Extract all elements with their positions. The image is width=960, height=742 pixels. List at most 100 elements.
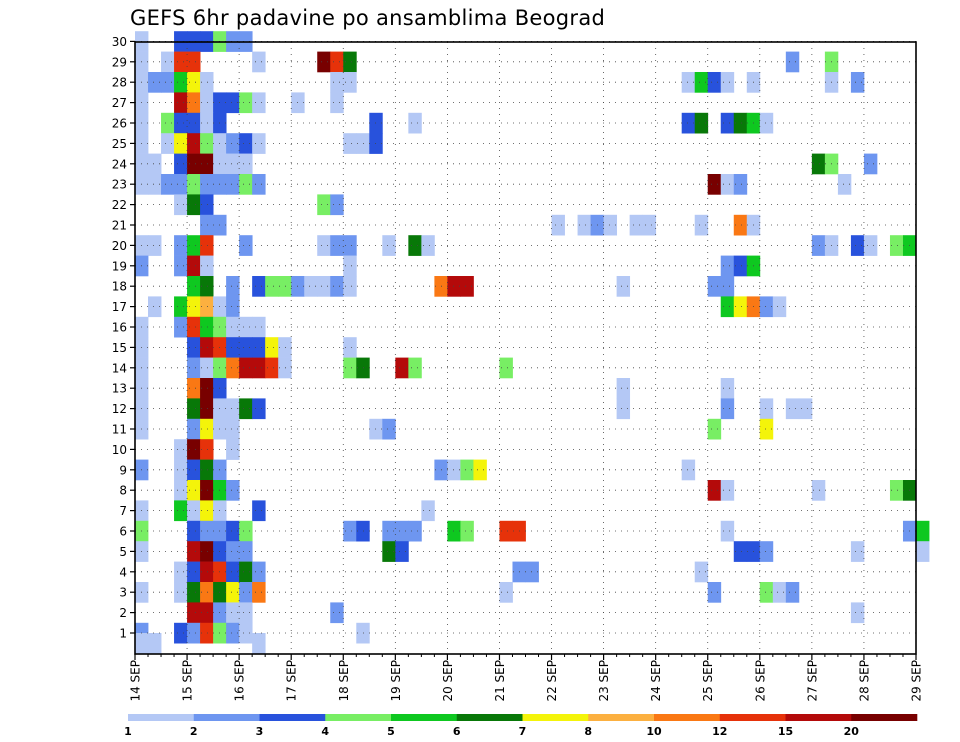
heatmap-cell [330, 602, 344, 624]
heatmap-cell [174, 194, 188, 216]
heatmap-cell [200, 520, 214, 542]
heatmap-cell [499, 582, 513, 603]
heatmap-cell [317, 235, 331, 256]
heatmap-cell [408, 357, 422, 379]
y-tick-label: 2 [119, 606, 127, 620]
colorbar-label: 3 [256, 725, 264, 738]
colorbar-label: 12 [712, 725, 727, 738]
heatmap-cell [148, 174, 162, 195]
heatmap-cell [252, 337, 266, 358]
heatmap-cell [395, 357, 409, 379]
heatmap-cell [473, 459, 487, 481]
heatmap-cell [200, 622, 214, 644]
heatmap-cell [161, 133, 175, 154]
heatmap-cell [239, 541, 253, 562]
y-tick-label: 30 [112, 35, 127, 49]
heatmap-cell [226, 418, 240, 440]
colorbar-swatch [128, 714, 195, 721]
heatmap-cell [447, 276, 461, 297]
heatmap-cell [707, 72, 722, 93]
heatmap-cell [252, 316, 266, 338]
y-tick-label: 29 [112, 55, 127, 69]
heatmap-cell [252, 500, 266, 522]
heatmap-cell [200, 582, 214, 603]
heatmap-cell [239, 133, 253, 154]
heatmap-cell [187, 296, 201, 318]
heatmap-cell [382, 235, 396, 256]
heatmap-cell [694, 214, 709, 236]
y-tick-label: 22 [112, 198, 127, 212]
heatmap-cell [187, 92, 201, 114]
heatmap-cell [616, 276, 631, 297]
y-tick-label: 8 [119, 484, 127, 498]
heatmap-cell [720, 112, 735, 134]
heatmap-cell [278, 357, 292, 379]
heatmap-cell [200, 500, 214, 522]
heatmap-cell [239, 602, 253, 624]
colorbar-label: 10 [646, 725, 662, 738]
heatmap-cell [343, 72, 357, 93]
heatmap-cell [174, 296, 188, 318]
x-tick-label: 14 SEP [129, 660, 143, 702]
heatmap-cell [226, 133, 240, 154]
chart-title: GEFS 6hr padavine po ansamblima Beograd [130, 6, 606, 30]
heatmap-cell [252, 561, 266, 583]
y-tick-label: 9 [119, 463, 127, 477]
heatmap-cell [720, 72, 735, 93]
heatmap-cell [395, 541, 409, 562]
heatmap-cell [811, 153, 826, 175]
heatmap-cell [174, 72, 188, 93]
heatmap-cell [694, 112, 709, 134]
heatmap-cell [187, 255, 201, 277]
y-tick-label: 11 [112, 423, 127, 437]
heatmap-cell [720, 378, 735, 399]
x-tick-label: 15 SEP [181, 660, 195, 702]
heatmap-cell [759, 418, 774, 440]
heatmap-cell [187, 194, 201, 216]
heatmap-cell [174, 235, 188, 256]
colorbar-label: 8 [584, 725, 592, 738]
colorbar-swatch [654, 714, 721, 721]
heatmap-cell [317, 51, 331, 73]
x-tick-label: 21 SEP [493, 660, 507, 702]
colorbar-label: 6 [453, 725, 461, 738]
heatmap-cell [174, 500, 188, 522]
y-tick-label: 23 [112, 178, 127, 192]
heatmap-cell [733, 541, 748, 562]
heatmap-cell [460, 520, 474, 542]
heatmap-cell [343, 520, 357, 542]
heatmap-cell [356, 357, 370, 379]
y-tick-label: 21 [112, 219, 127, 233]
colorbar-swatch [785, 714, 852, 721]
heatmap-cell [421, 235, 435, 256]
heatmap-cell [174, 622, 188, 644]
heatmap-cell [252, 174, 266, 195]
heatmap-cell [642, 214, 657, 236]
heatmap-cell [200, 602, 214, 624]
heatmap-cell [304, 276, 318, 297]
heatmap-cell [265, 337, 279, 358]
heatmap-cell [837, 174, 852, 195]
heatmap-cell [850, 235, 865, 256]
heatmap-cell [759, 112, 774, 134]
y-tick-label: 3 [119, 586, 127, 600]
heatmap-cell [252, 133, 266, 154]
heatmap-cell [707, 174, 722, 195]
x-tick-label: 24 SEP [649, 660, 663, 702]
heatmap-cell [187, 378, 201, 399]
heatmap-cell [239, 337, 253, 358]
heatmap-cell [200, 133, 214, 154]
heatmap-cell [798, 398, 813, 420]
x-tick-label: 16 SEP [233, 660, 247, 702]
heatmap-cell [161, 112, 175, 134]
heatmap-cell [759, 398, 774, 420]
heatmap-cell [161, 51, 175, 73]
y-tick-label: 5 [119, 545, 127, 559]
colorbar-swatch [719, 714, 786, 721]
heatmap-cell [694, 72, 709, 93]
y-tick-label: 20 [112, 239, 127, 253]
colorbar-label: 20 [844, 725, 860, 738]
y-tick-label: 15 [112, 341, 127, 355]
heatmap-cell [187, 112, 201, 134]
heatmap-cell [200, 235, 214, 256]
